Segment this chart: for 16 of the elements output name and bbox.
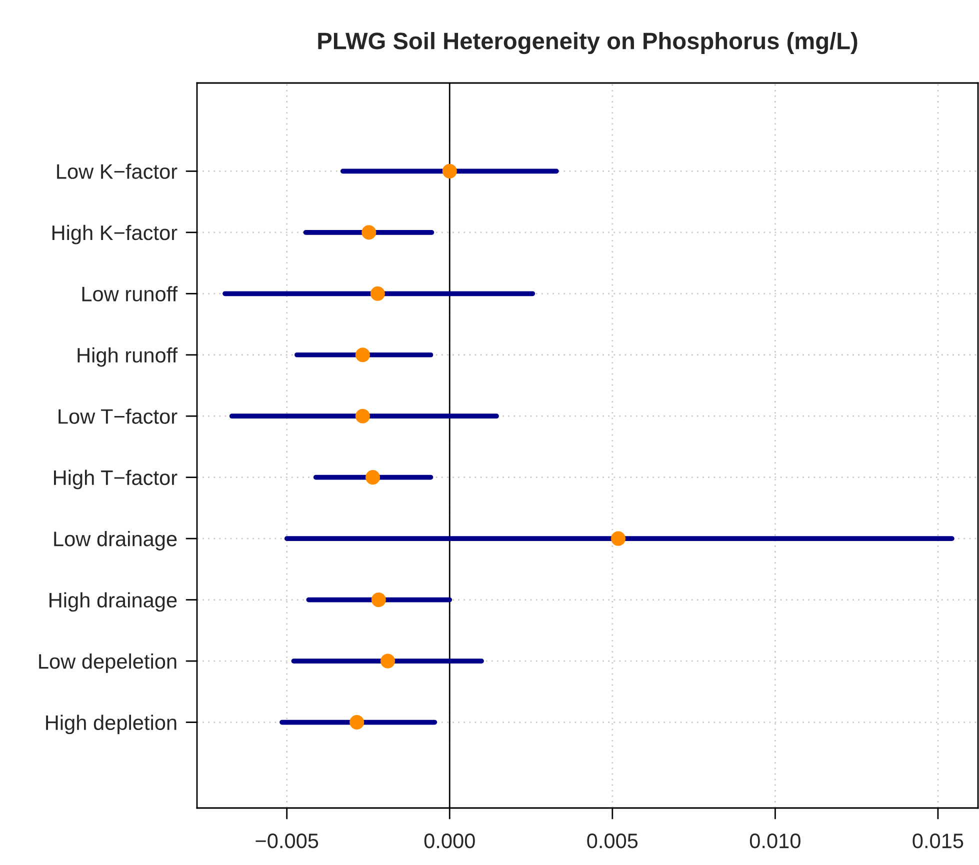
x-tick-label: 0.015 [912,834,964,848]
y-tick-label: High drainage [50,592,177,612]
y-tick-label: Low T−factor [58,408,178,424]
y-tick-label: Low drainage [54,531,177,550]
chart-title: PLWG Soil Heterogeneity on Phosphorus (mg/L) [318,32,858,54]
y-tick-label: Low K−factor [57,164,178,179]
y-tick-label: High runoff [78,347,178,367]
x-tick-label: −0.005 [256,834,318,848]
y-tick-label: High K−factor [52,224,178,244]
y-tick-label: Low depeletion [39,653,176,673]
y-tick-label: Low runoff [82,286,178,302]
x-tick-label: 0.010 [750,834,800,848]
y-tick-label: High T−factor [54,470,178,490]
y-tick-label: High depletion [46,714,176,734]
x-tick-label: 0.000 [424,834,475,848]
x-tick-label: 0.005 [587,834,638,848]
